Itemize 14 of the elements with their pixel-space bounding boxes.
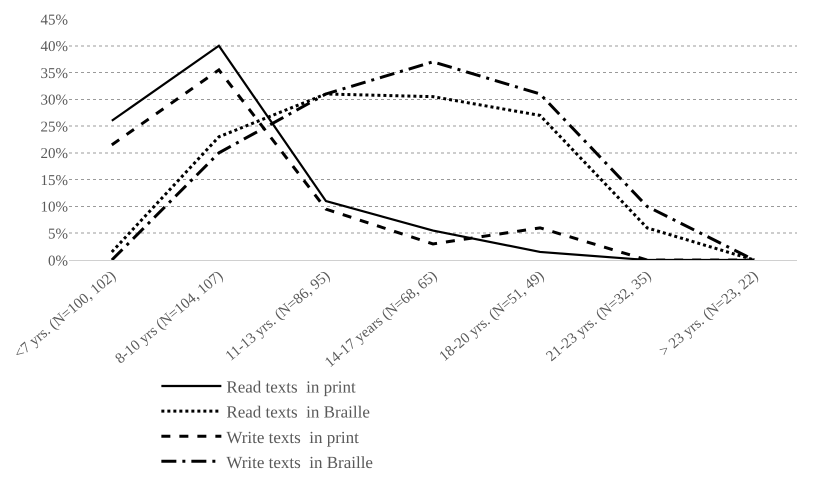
- y-tick-label: 45%: [40, 12, 68, 28]
- y-tick-label: 20%: [40, 146, 68, 162]
- y-tick-label: 25%: [40, 119, 68, 136]
- y-tick-label: 30%: [40, 92, 68, 109]
- y-tick-label: 40%: [40, 39, 68, 56]
- y-tick-label: 10%: [40, 200, 68, 216]
- y-tick-label: 5%: [48, 226, 68, 242]
- legend-label: Read texts in Braille: [226, 402, 370, 422]
- y-tick-label: 0%: [48, 253, 68, 270]
- legend-label: Read texts in print: [226, 378, 356, 397]
- y-tick-label: 35%: [40, 66, 68, 82]
- y-tick-label: 15%: [40, 172, 68, 189]
- legend-label: Write texts in Braille: [226, 452, 373, 472]
- legend-label: Write texts in print: [226, 428, 360, 447]
